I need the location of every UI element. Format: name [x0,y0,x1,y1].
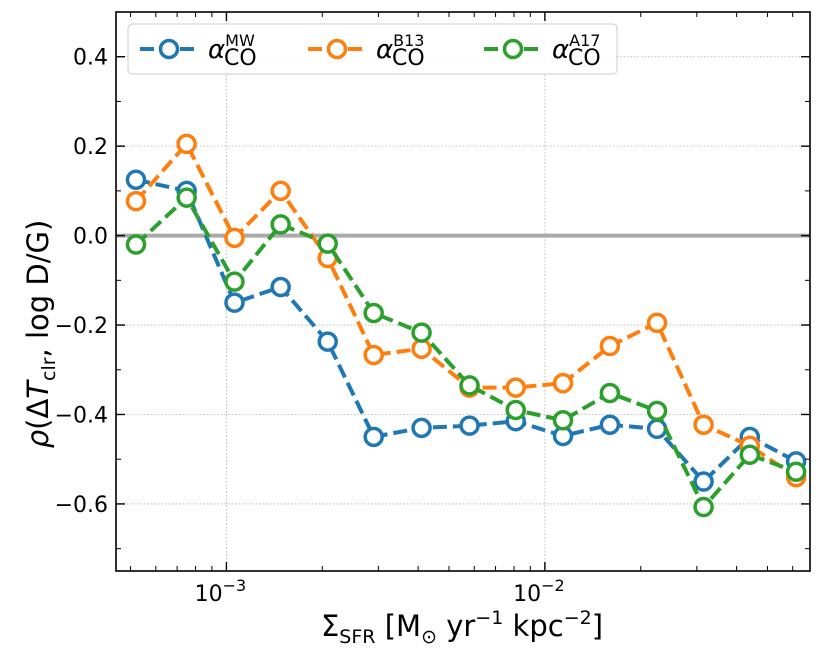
data-point [270,180,291,202]
legend-marker [158,38,180,60]
data-point [459,375,480,396]
data-point [176,133,197,155]
data-point [505,377,526,398]
y-tick-label: −0.2 [55,314,108,339]
tick-layer: 0.4 0.2 0.0 −0.2 −0.4 −0.6 10−3 10−2 [55,11,810,607]
y-tick-label: 0.0 [73,225,108,250]
legend-marker [502,38,524,60]
data-point [646,418,668,440]
data-point [363,302,384,324]
series-layer [125,133,807,518]
data-point [176,187,197,208]
legend-marker [326,38,348,60]
data-point [125,190,147,212]
series-a17 [125,187,807,518]
data-point [317,233,338,254]
y-tick-label: −0.4 [55,403,108,428]
data-point [270,214,291,235]
data-point [224,227,245,249]
data-point [317,331,338,352]
data-point [599,335,621,357]
plot-frame [115,11,811,572]
legend-label-sub: CO [224,46,257,71]
x-tick-label: 10−3 [195,576,247,607]
data-point [224,271,245,292]
data-point [739,444,761,465]
data-point [646,312,668,334]
series-line [134,195,797,510]
data-point [646,400,668,422]
data-point [785,461,807,482]
legend-label-sub: CO [568,46,601,71]
legend-label: αB13 [376,31,424,65]
series-mw [125,169,807,492]
data-point [363,344,384,366]
legend-box [127,23,618,75]
data-point [411,322,432,343]
data-point [270,276,291,298]
data-point [599,414,621,436]
data-point [125,169,147,190]
legend-label-sub: CO [392,46,425,71]
data-point [411,417,432,439]
y-tick-label: 0.4 [73,46,108,71]
data-point [363,426,384,448]
data-point [552,372,574,394]
data-point [693,471,714,492]
data-point [552,410,574,431]
series-line [135,177,798,484]
y-tick-label: −0.6 [55,493,108,518]
x-axis-title: ΣSFR [M⊙ yr−1 kpc−2] [321,607,603,648]
data-point [224,292,245,313]
data-point [125,234,147,255]
data-point [505,399,526,421]
legend-label: αA17 [552,31,600,65]
data-point [693,414,714,436]
data-point [459,415,480,436]
data-point [693,496,714,518]
legend-label: αMW [208,31,255,65]
data-point [599,382,621,404]
y-axis-title: ρ(ΔTclr, log D/G) [21,220,60,449]
x-tick-label: 10−2 [513,576,565,607]
y-tick-label: 0.2 [73,135,108,160]
